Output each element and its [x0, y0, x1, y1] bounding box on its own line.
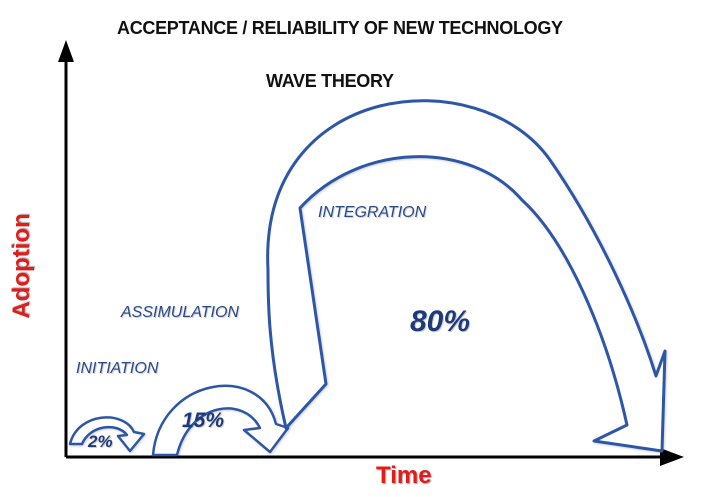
stage-percent-integration: 80%: [410, 305, 471, 338]
chart-subtitle: WAVE THEORY: [266, 71, 394, 91]
stage-label-assimulation: ASSIMULATION: [121, 304, 239, 321]
y-axis-label: Adoption: [8, 213, 35, 319]
stage-percent-initiation: 2%: [88, 432, 113, 451]
stage-label-initiation: INITIATION: [76, 360, 159, 377]
x-axis-label: Time: [376, 462, 432, 489]
chart-title: ACCEPTANCE / RELIABILITY OF NEW TECHNOLO…: [117, 18, 563, 38]
initiation-wave-arrow: [68, 416, 146, 453]
x-axis-arrowhead: [660, 448, 684, 466]
y-axis-arrowhead: [58, 40, 74, 62]
integration-wave-arrow: [266, 99, 667, 453]
stage-label-integration: INTEGRATION: [318, 204, 427, 221]
stage-percent-assimulation: 15%: [182, 409, 225, 432]
